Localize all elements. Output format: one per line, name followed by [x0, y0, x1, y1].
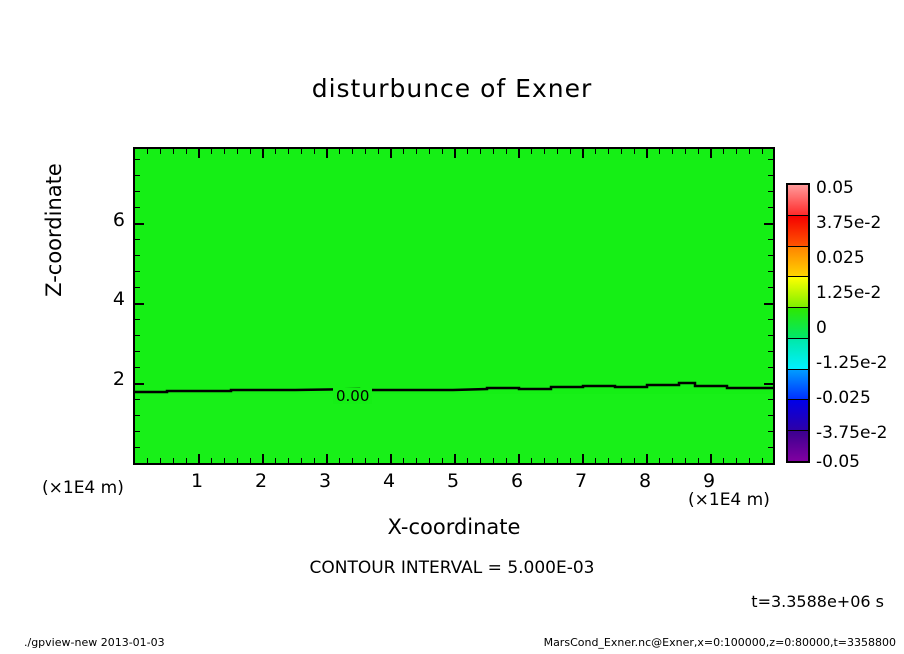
colorbar-tick-label: 0.05: [816, 178, 854, 198]
field-fill-lower: [135, 393, 773, 463]
y-axis-title: Z-coordinate: [42, 163, 66, 297]
colorbar-band: [788, 400, 808, 432]
colorbar: [786, 183, 810, 463]
x-tick-label: 7: [574, 470, 588, 492]
colorbar-tick-label: 3.75e-2: [816, 213, 882, 233]
x-tick-label: 1: [190, 470, 204, 492]
colorbar-tick-label: -3.75e-2: [816, 423, 888, 443]
x-tick-label: 6: [510, 470, 524, 492]
colorbar-band: [788, 246, 808, 278]
x-tick-label: 8: [638, 470, 652, 492]
y-tick-label: 6: [112, 209, 125, 231]
colorbar-tick-label: 1.25e-2: [816, 283, 882, 303]
x-axis-unit-left: (×1E4 m): [42, 478, 124, 498]
colorbar-tick-label: 0: [816, 318, 827, 338]
x-tick-label: 2: [254, 470, 268, 492]
footer-command-label: ./gpview-new 2013-01-03: [24, 636, 165, 649]
x-axis-title: X-coordinate: [387, 515, 521, 539]
colorbar-tick-label: -0.025: [816, 388, 871, 408]
contour-interval-text: CONTOUR INTERVAL = 5.000E-03: [309, 558, 595, 578]
colorbar-band: [788, 308, 808, 339]
colorbar-tick-label: -1.25e-2: [816, 353, 888, 373]
zero-contour-line: [135, 381, 773, 394]
x-tick-label: 9: [702, 470, 716, 492]
contour-level-label: 0.00: [333, 388, 373, 404]
footer-source-label: MarsCond_Exner.nc@Exner,x=0:100000,z=0:8…: [543, 636, 896, 649]
x-axis-unit-right: (×1E4 m): [688, 490, 770, 510]
y-tick-label: 2: [112, 368, 125, 390]
y-tick-label: 4: [112, 288, 125, 310]
colorbar-band: [788, 215, 808, 247]
colorbar-band: [788, 277, 808, 309]
x-tick-label: 5: [446, 470, 460, 492]
timestamp-label: t=3.3588e+06 s: [751, 592, 884, 611]
colorbar-band: [788, 369, 808, 401]
page-title: disturbunce of Exner: [311, 74, 593, 103]
colorbar-band: [788, 431, 808, 462]
colorbar-tick-label: -0.05: [816, 452, 860, 472]
colorbar-band: [788, 185, 808, 216]
x-tick-label: 3: [318, 470, 332, 492]
colorbar-tick-label: 0.025: [816, 248, 865, 268]
x-tick-label: 4: [382, 470, 396, 492]
plot-area: 0.00: [133, 147, 775, 465]
colorbar-band: [788, 338, 808, 370]
